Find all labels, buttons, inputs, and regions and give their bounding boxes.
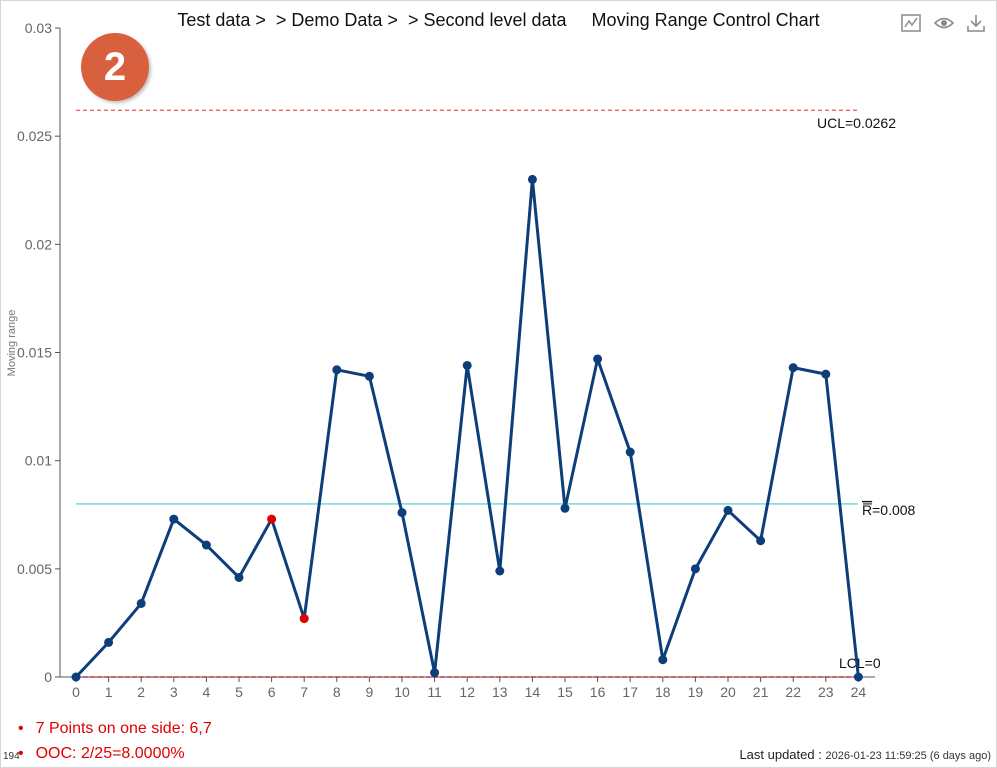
download-icon[interactable] [965, 12, 987, 34]
ucl-label: UCL=0.0262 [817, 115, 896, 131]
x-tick-label: 8 [333, 684, 341, 700]
y-axis-label: Moving range [6, 309, 18, 377]
x-tick-label: 12 [459, 684, 475, 700]
y-tick-label: 0.01 [25, 453, 52, 469]
x-tick-label: 13 [492, 684, 508, 700]
data-point [136, 598, 146, 608]
x-tick-label: 2 [137, 684, 145, 700]
data-point-highlighted [267, 514, 277, 524]
x-tick-label: 19 [688, 684, 704, 700]
x-tick-label: 20 [720, 684, 736, 700]
data-point [625, 447, 635, 457]
x-axis: 0 1 2 3 4 5 6 7 8 9 10 11 12 13 14 15 16 17 18 19 20 21 22 23 24 [60, 676, 875, 700]
data-point [593, 354, 603, 364]
x-tick-label: 0 [72, 684, 80, 700]
x-tick-label: 23 [818, 684, 834, 700]
data-point [332, 365, 342, 375]
data-point [756, 536, 766, 546]
x-tick-label: 17 [622, 684, 638, 700]
rule-violations: 7 Points on one side: 6,7 OOC: 2/25=8.00… [18, 716, 212, 766]
y-tick-label: 0 [44, 669, 52, 685]
center-label: R=0.008 [862, 502, 916, 518]
x-tick-label: 9 [366, 684, 374, 700]
x-tick-label: 10 [394, 684, 410, 700]
series-polyline [74, 177, 860, 679]
center-value: =0.008 [872, 502, 915, 518]
data-point [104, 637, 114, 647]
rule-item: 7 Points on one side: 6,7 [18, 716, 212, 741]
x-tick-label: 6 [268, 684, 276, 700]
eye-icon[interactable] [933, 12, 955, 34]
x-tick-label: 5 [235, 684, 243, 700]
lcl-label: LCL=0 [839, 655, 881, 671]
chart-line-icon[interactable] [900, 12, 922, 34]
data-point [658, 655, 668, 665]
x-tick-label: 1 [105, 684, 113, 700]
data-point [397, 508, 407, 518]
x-tick-label: 4 [203, 684, 211, 700]
chart-number-badge: 2 [81, 33, 149, 101]
last-updated-label: Last updated : [739, 747, 822, 762]
center-symbol: R [862, 502, 872, 518]
y-tick-label: 0.005 [17, 561, 52, 577]
x-tick-label: 18 [655, 684, 671, 700]
data-point [462, 360, 472, 370]
x-tick-label: 7 [300, 684, 308, 700]
series-line [74, 177, 860, 679]
control-lines: UCL=0.0262 R=0.008 LCL=0 [76, 109, 916, 678]
x-tick-label: 16 [590, 684, 606, 700]
data-point [495, 566, 505, 576]
x-tick-label: 22 [785, 684, 801, 700]
data-point-highlighted [299, 614, 309, 624]
data-point [560, 503, 570, 513]
data-point [723, 505, 733, 515]
y-tick-label: 0.02 [25, 236, 52, 252]
data-point [234, 572, 244, 582]
data-point [853, 672, 863, 682]
last-updated: Last updated : 2026-01-23 11:59:25 (6 da… [739, 747, 991, 762]
data-point [430, 668, 440, 678]
x-tick-label: 15 [557, 684, 573, 700]
last-updated-value: 2026-01-23 11:59:25 (6 days ago) [825, 750, 991, 762]
x-tick-label: 3 [170, 684, 178, 700]
chart-title: Test data > > Demo Data > > Second level… [177, 10, 820, 30]
data-point [364, 371, 374, 381]
x-tick-label: 11 [427, 684, 442, 700]
rule-item: OOC: 2/25=8.0000% [18, 741, 212, 766]
data-point [71, 672, 81, 682]
data-point [201, 540, 211, 550]
data-point [527, 174, 537, 184]
y-tick-label: 0.015 [17, 345, 52, 361]
data-points [71, 174, 863, 682]
data-point [821, 369, 831, 379]
data-point [169, 514, 179, 524]
data-point [788, 363, 798, 373]
y-tick-label: 0.025 [17, 128, 52, 144]
corner-number: 194 [3, 751, 20, 762]
y-axis: 0 0.005 0.01 0.015 0.02 0.025 0.03 [17, 20, 61, 685]
data-point [690, 564, 700, 574]
y-tick-label: 0.03 [25, 20, 52, 36]
x-tick-label: 14 [525, 684, 541, 700]
x-tick-label: 21 [753, 684, 769, 700]
x-tick-label: 24 [851, 684, 867, 700]
